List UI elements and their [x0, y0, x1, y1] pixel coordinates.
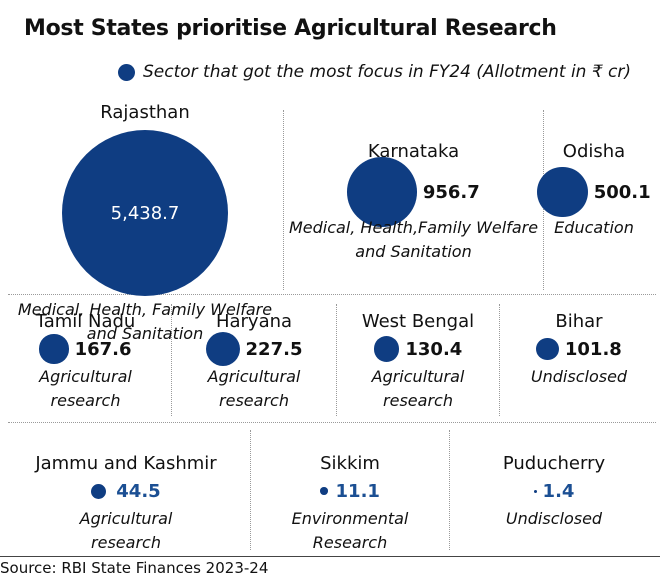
state-name: Bihar	[555, 311, 603, 332]
sector-line: research	[383, 391, 453, 410]
source-note: Source: RBI State Finances 2023-24	[0, 559, 269, 577]
value-label: 167.6	[74, 338, 132, 360]
state-name: Odisha	[562, 141, 626, 162]
value-label: 11.1	[335, 480, 380, 502]
divider	[336, 304, 337, 416]
sector-label: Agricultural research	[4, 365, 167, 413]
bubble-mark	[39, 334, 69, 364]
state-name: Sikkim	[320, 453, 380, 474]
divider	[171, 304, 172, 416]
divider	[8, 422, 656, 423]
bubble-value-label: 5,438.7	[110, 202, 180, 224]
value-label: 101.8	[564, 338, 622, 360]
sector-label: Agricultural research	[174, 365, 334, 413]
state-cell-jammu-and-kashmir: Jammu and Kashmir 44.5 Agricultural rese…	[4, 453, 248, 555]
state-name: Jammu and Kashmir	[35, 453, 217, 474]
sector-line: Agricultural	[39, 367, 132, 386]
sector-label: Undisclosed	[502, 365, 656, 389]
value-label: 130.4	[405, 338, 463, 360]
sector-label: Undisclosed	[452, 507, 656, 531]
sector-line: Education	[554, 218, 634, 237]
sector-line: Undisclosed	[530, 367, 628, 386]
sector-line: Agricultural	[79, 509, 173, 528]
bottom-rule	[0, 556, 660, 557]
state-cell-puducherry: Puducherry 1.4 Undisclosed	[452, 453, 656, 531]
state-name: Tamil Nadu	[35, 311, 136, 332]
value-label: 44.5	[116, 480, 161, 502]
value-label: 956.7	[422, 181, 480, 203]
state-name: Rajasthan	[100, 102, 190, 123]
value-label: 227.5	[245, 338, 303, 360]
sector-line: Undisclosed	[505, 509, 603, 528]
state-cell-rajasthan: Rajasthan 5,438.7 Medical, Health, Famil…	[12, 102, 278, 346]
divider	[8, 294, 656, 295]
bubble-mark	[536, 337, 559, 361]
state-cell-haryana: Haryana 227.5 Agricultural research	[174, 311, 334, 413]
sector-label: Agricultural research	[4, 507, 248, 555]
sector-label: Environmental Research	[253, 507, 447, 555]
divider	[250, 430, 251, 550]
sector-line: research	[50, 391, 121, 410]
sector-line: Medical, Health, Family Welfare	[17, 300, 273, 319]
divider	[283, 110, 284, 290]
sector-label: Agricultural research	[339, 365, 497, 413]
bubble-mark: 5,438.7	[62, 130, 228, 296]
bubble-mark	[205, 332, 240, 366]
sector-line: research	[91, 533, 161, 552]
sector-line: Agricultural	[207, 367, 301, 386]
state-cell-bihar: Bihar 101.8 Undisclosed	[502, 311, 656, 389]
sector-label: Medical, Health, Family Welfare and Sani…	[12, 298, 278, 346]
legend: Sector that got the most focus in FY24 (…	[118, 62, 631, 82]
sector-label: Medical, Health,Family Welfare and Sanit…	[286, 216, 541, 264]
bubble-mark	[537, 166, 588, 218]
state-name: Haryana	[215, 311, 293, 332]
chart-title: Most States prioritise Agricultural Rese…	[24, 16, 557, 41]
bubble-mark	[91, 483, 107, 499]
sector-line: research	[219, 391, 289, 410]
divider	[499, 304, 500, 416]
state-cell-karnataka: Karnataka 956.7 Medical, Health,Family W…	[286, 141, 541, 264]
state-name: Puducherry	[502, 453, 606, 474]
value-label: 1.4	[542, 480, 575, 502]
sector-line: Agricultural	[371, 367, 465, 386]
sector-line: Environmental	[291, 509, 409, 528]
bubble-mark	[373, 336, 400, 362]
legend-label: Sector that got the most focus in FY24 (…	[143, 62, 632, 82]
state-cell-tamil-nadu: Tamil Nadu 167.6 Agricultural research	[4, 311, 167, 413]
value-label: 500.1	[593, 181, 651, 203]
sector-line: and Sanitation	[86, 324, 204, 343]
state-name: West Bengal	[361, 311, 475, 332]
state-cell-odisha: Odisha 500.1 Education	[537, 141, 651, 240]
state-cell-west-bengal: West Bengal 130.4 Agricultural research	[339, 311, 497, 413]
state-cell-sikkim: Sikkim 11.1 Environmental Research	[253, 453, 447, 555]
sector-line: Research	[312, 533, 388, 552]
state-name: Karnataka	[367, 141, 460, 162]
bubble-mark	[347, 157, 417, 227]
sector-line: Medical, Health,Family Welfare	[288, 218, 539, 237]
bubble-mark	[320, 487, 328, 495]
sector-line: and Sanitation	[355, 242, 472, 261]
divider	[449, 430, 450, 550]
bubble-mark	[533, 489, 537, 493]
legend-dot-icon	[118, 63, 135, 81]
sector-label: Education	[546, 216, 642, 240]
